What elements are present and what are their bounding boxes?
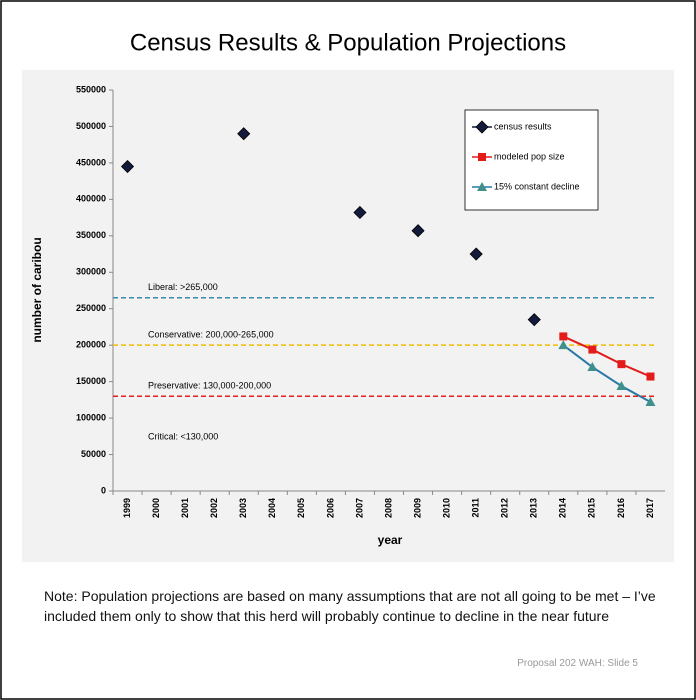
x-tick-label: 2011 [471, 498, 481, 518]
legend-box [464, 109, 599, 211]
y-tick-label: 150000 [76, 376, 106, 386]
reference-label: Liberal: >265,000 [148, 282, 218, 292]
x-axis-label: year [378, 533, 403, 547]
data-point [616, 381, 627, 391]
data-point [237, 127, 251, 141]
data-point [469, 247, 483, 261]
reference-label: Preservative: 130,000-200,000 [148, 381, 271, 391]
y-tick-label: 0 [101, 485, 106, 495]
x-tick-label: 2005 [296, 498, 306, 518]
y-tick-label: 550000 [76, 84, 106, 94]
x-tick-label: 2009 [412, 498, 422, 518]
y-tick-label: 400000 [76, 194, 106, 204]
x-tick-label: 2007 [354, 498, 364, 518]
y-tick-label: 100000 [76, 412, 106, 422]
y-tick-label: 300000 [76, 267, 106, 277]
y-tick-label: 350000 [76, 230, 106, 240]
legend-marker [478, 153, 486, 161]
x-tick-label: 2012 [500, 498, 510, 518]
x-tick-label: 2016 [616, 498, 626, 518]
data-point [645, 397, 656, 407]
legend-marker [475, 120, 489, 134]
legend-marker [477, 182, 487, 191]
x-tick-label: 1999 [122, 498, 132, 518]
legend-label: 15% constant decline [494, 181, 580, 191]
y-tick-label: 500000 [76, 121, 106, 131]
reference-label: Conservative: 200,000-265,000 [148, 330, 274, 340]
x-tick-label: 2008 [383, 498, 393, 518]
annotation: Critical: <130,000 [148, 431, 218, 441]
x-tick-label: 2010 [441, 498, 451, 518]
x-tick-label: 2006 [325, 498, 335, 518]
data-point [353, 205, 367, 220]
x-tick-label: 2001 [180, 498, 190, 518]
data-point [646, 372, 655, 381]
data-point [558, 340, 569, 350]
y-tick-label: 200000 [76, 340, 106, 350]
data-point [617, 360, 626, 369]
x-tick-label: 2004 [267, 498, 277, 518]
legend-label: census results [494, 121, 552, 131]
y-axis-label: number of caribou [30, 237, 44, 342]
x-tick-label: 2017 [645, 498, 655, 518]
x-tick-label: 2015 [587, 498, 597, 518]
y-tick-label: 50000 [81, 449, 106, 459]
x-tick-label: 2013 [529, 498, 539, 518]
x-tick-label: 2002 [209, 498, 219, 518]
y-tick-label: 250000 [76, 303, 106, 313]
data-point [588, 345, 597, 354]
data-point [587, 362, 598, 372]
note: Note: Population projections are based o… [44, 588, 656, 624]
footer: Proposal 202 WAH: Slide 5 [517, 658, 638, 669]
y-tick-label: 450000 [76, 157, 106, 167]
chart-title: Census Results & Population Projections [130, 29, 566, 56]
series-line [562, 335, 651, 378]
legend-label: modeled pop size [494, 151, 565, 161]
x-tick-label: 2000 [151, 498, 161, 518]
data-point [120, 159, 135, 174]
x-tick-label: 2014 [558, 498, 568, 518]
x-tick-label: 2003 [238, 498, 248, 518]
data-point [527, 313, 541, 327]
data-point [411, 224, 425, 238]
data-point [559, 332, 568, 341]
series-line [562, 344, 651, 403]
